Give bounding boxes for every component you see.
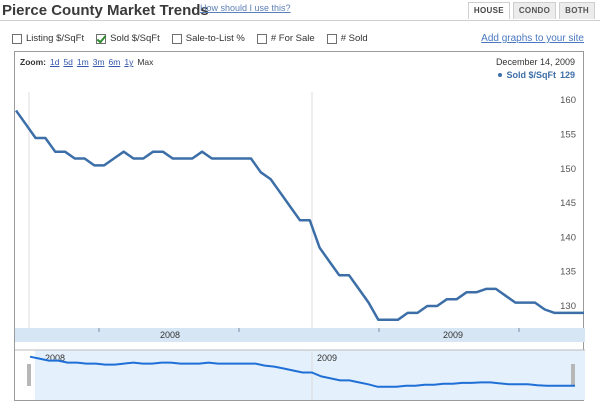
zoom-1m[interactable]: 1m [76,57,89,67]
checkbox-listing-sqft[interactable]: Listing $/SqFt [12,33,84,44]
checkbox-label: Sale-to-List % [185,33,245,44]
checkbox-box-checked[interactable] [96,33,107,44]
tab-divider [0,20,600,21]
navigator-series-line [29,355,575,388]
navigator-year-label: 2008 [45,353,65,363]
zoom-5d[interactable]: 5d [63,57,73,67]
checkbox-sold-count[interactable]: # Sold [326,33,368,44]
checkbox-box[interactable] [12,33,22,44]
y-tick-label: 155 [560,130,576,141]
checkbox-sold-sqft[interactable]: Sold $/SqFt [96,33,160,44]
zoom-max[interactable]: Max [137,57,154,67]
navigator-left-handle[interactable] [27,364,31,386]
chart-svg[interactable]: 130 135 140 145 150 155 160 2008 2009 2008 2009 [15,52,585,402]
zoom-label: Zoom: [20,57,46,67]
add-graphs-link[interactable]: Add graphs to your site [481,33,584,44]
tab-house[interactable]: HOUSE [467,2,510,19]
page-title: Pierce County Market Trends [2,2,209,19]
checkbox-for-sale[interactable]: # For Sale [256,33,315,44]
zoom-1d[interactable]: 1d [49,57,60,67]
navigator-range [35,350,585,400]
tab-both[interactable]: BOTH [559,2,595,19]
legend-dot-icon [498,73,503,77]
x-tick-label: 2009 [443,330,463,340]
x-axis-band [15,328,585,342]
legend-series-value: 129 [559,70,575,80]
series-line-sold-sqft[interactable] [15,109,584,322]
y-tick-label: 130 [560,301,576,312]
zoom-3m[interactable]: 3m [92,57,105,67]
navigator-year-label: 2009 [317,353,337,363]
x-tick-label: 2008 [160,330,180,340]
legend-series-name: Sold $/SqFt [506,70,556,80]
y-tick-label: 160 [560,95,576,106]
zoom-1y[interactable]: 1y [124,57,134,67]
y-tick-label: 150 [560,164,576,175]
y-tick-label: 140 [560,232,576,243]
zoom-controls: Zoom: 1d 5d 1m 3m 6m 1y Max [20,57,153,67]
y-tick-label: 135 [560,267,576,278]
checkbox-label: Sold $/SqFt [110,33,160,44]
chart-legend: Sold $/SqFt 129 [498,70,575,80]
help-link[interactable]: How should I use this? [200,3,291,13]
checkbox-box[interactable] [326,33,337,44]
y-tick-label: 145 [560,198,576,209]
chart-frame: Zoom: 1d 5d 1m 3m 6m 1y Max December 14,… [14,51,585,402]
checkbox-label: # Sold [340,33,368,44]
metric-checkboxes: Listing $/SqFt Sold $/SqFt Sale-to-List … [12,33,368,44]
navigator-right-handle[interactable] [571,364,575,386]
tab-condo[interactable]: CONDO [512,2,557,19]
checkbox-box[interactable] [256,33,267,44]
checkbox-sale-to-list[interactable]: Sale-to-List % [171,33,245,44]
current-date: December 14, 2009 [495,57,575,67]
checkbox-label: # For Sale [270,33,315,44]
checkbox-box[interactable] [171,33,182,44]
zoom-6m[interactable]: 6m [108,57,121,67]
property-type-tabs: HOUSE CONDO BOTH [467,2,595,19]
checkbox-label: Listing $/SqFt [26,33,85,44]
